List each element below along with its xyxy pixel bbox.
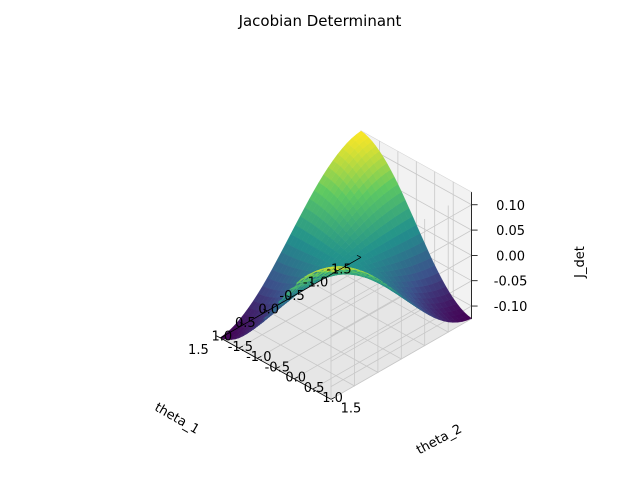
z-tick-label: -0.10 (494, 300, 528, 315)
x-tick-label: 1.5 (188, 343, 209, 358)
x-tick-label: 0.5 (235, 316, 256, 331)
z-axis-label: J_det (573, 246, 588, 279)
x-tick-label: -1.5 (326, 262, 351, 277)
x-tick-label: 0.0 (258, 303, 279, 318)
z-tick-label: 0.00 (496, 249, 525, 264)
y-tick-label: 1.5 (341, 401, 362, 416)
z-tick-label: 0.10 (496, 199, 525, 214)
z-tick-label: -0.05 (494, 275, 528, 290)
chart-title: Jacobian Determinant (0, 12, 640, 30)
x-axis-label: theta_1 (152, 400, 202, 438)
x-tick-label: -1.0 (303, 276, 328, 291)
z-tick-label: 0.05 (496, 224, 525, 239)
x-tick-label: -0.5 (279, 289, 304, 304)
y-axis-label: theta_2 (414, 422, 464, 458)
